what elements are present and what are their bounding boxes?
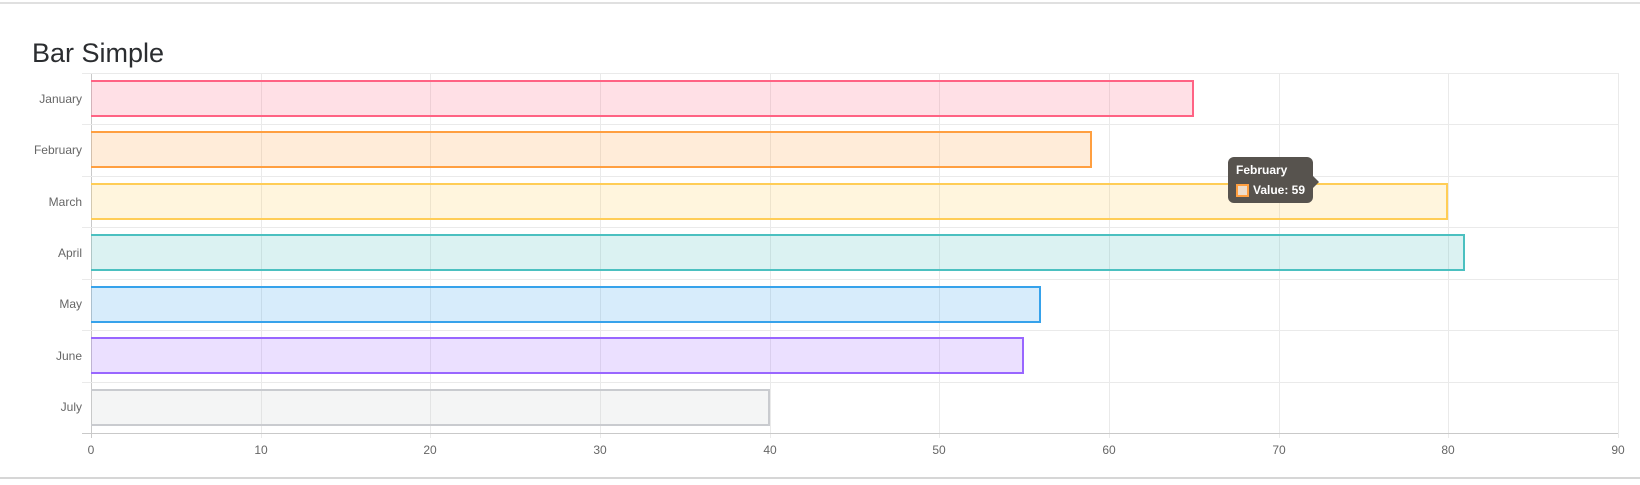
y-gridline	[82, 176, 1618, 177]
y-gridline	[82, 382, 1618, 383]
y-tick-label: May	[59, 297, 82, 311]
y-gridline	[82, 330, 1618, 331]
x-tick-label: 60	[1102, 443, 1116, 457]
x-gridline	[939, 73, 940, 438]
x-gridline	[1448, 73, 1449, 438]
x-gridline	[1109, 73, 1110, 438]
x-tick-label: 90	[1611, 443, 1625, 457]
x-tick-label: 50	[932, 443, 946, 457]
y-tick-label: February	[33, 143, 82, 157]
y-gridline	[82, 73, 1618, 74]
y-tick-label: July	[60, 400, 82, 414]
bar-july[interactable]	[91, 389, 770, 426]
y-axis-labels: January February March April May June July	[0, 73, 82, 433]
bar-june[interactable]	[91, 337, 1024, 374]
chart-tooltip: February Value: 59	[1228, 157, 1320, 203]
tooltip-color-swatch-icon	[1236, 183, 1249, 197]
y-gridline	[82, 279, 1618, 280]
x-gridline	[1279, 73, 1280, 438]
x-tick-label: 80	[1441, 443, 1455, 457]
x-tick-label: 20	[423, 443, 437, 457]
page-bottom-border	[0, 477, 1640, 479]
plot-area	[82, 73, 1619, 438]
tooltip-value-label: Value: 59	[1253, 183, 1306, 197]
bar-march[interactable]	[91, 183, 1448, 220]
x-gridline	[91, 73, 92, 438]
y-gridline	[82, 124, 1618, 125]
page-title: Bar Simple	[32, 38, 165, 69]
x-tick-label: 10	[254, 443, 268, 457]
x-gridline	[770, 73, 771, 438]
x-gridline	[430, 73, 431, 438]
x-tick-label: 70	[1272, 443, 1286, 457]
page-top-border	[0, 2, 1640, 4]
bar-january[interactable]	[91, 80, 1194, 117]
y-tick-label: June	[55, 349, 82, 363]
tooltip-body: Value: 59	[1236, 183, 1305, 197]
x-gridline	[600, 73, 601, 438]
x-axis-line	[82, 433, 1618, 434]
bar-february[interactable]	[91, 131, 1092, 168]
x-tick-label: 0	[87, 443, 95, 457]
x-gridline	[1618, 73, 1619, 438]
y-tick-label: January	[39, 92, 82, 106]
y-gridline	[82, 227, 1618, 228]
bar-april[interactable]	[91, 234, 1465, 271]
y-tick-label: March	[48, 195, 82, 209]
x-tick-label: 40	[763, 443, 777, 457]
y-tick-label: April	[57, 246, 82, 260]
tooltip-caret-icon	[1313, 176, 1320, 188]
x-gridline	[261, 73, 262, 438]
x-tick-label: 30	[593, 443, 607, 457]
bar-may[interactable]	[91, 286, 1041, 323]
tooltip-title: February	[1236, 163, 1288, 177]
